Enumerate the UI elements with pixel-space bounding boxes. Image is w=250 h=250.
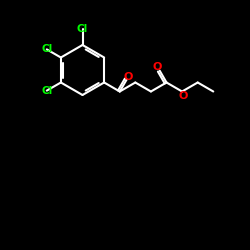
Text: O: O (153, 62, 162, 72)
Text: O: O (123, 72, 132, 82)
Text: Cl: Cl (41, 86, 52, 96)
Text: Cl: Cl (77, 24, 88, 34)
Text: Cl: Cl (41, 44, 52, 54)
Text: O: O (179, 90, 188, 101)
